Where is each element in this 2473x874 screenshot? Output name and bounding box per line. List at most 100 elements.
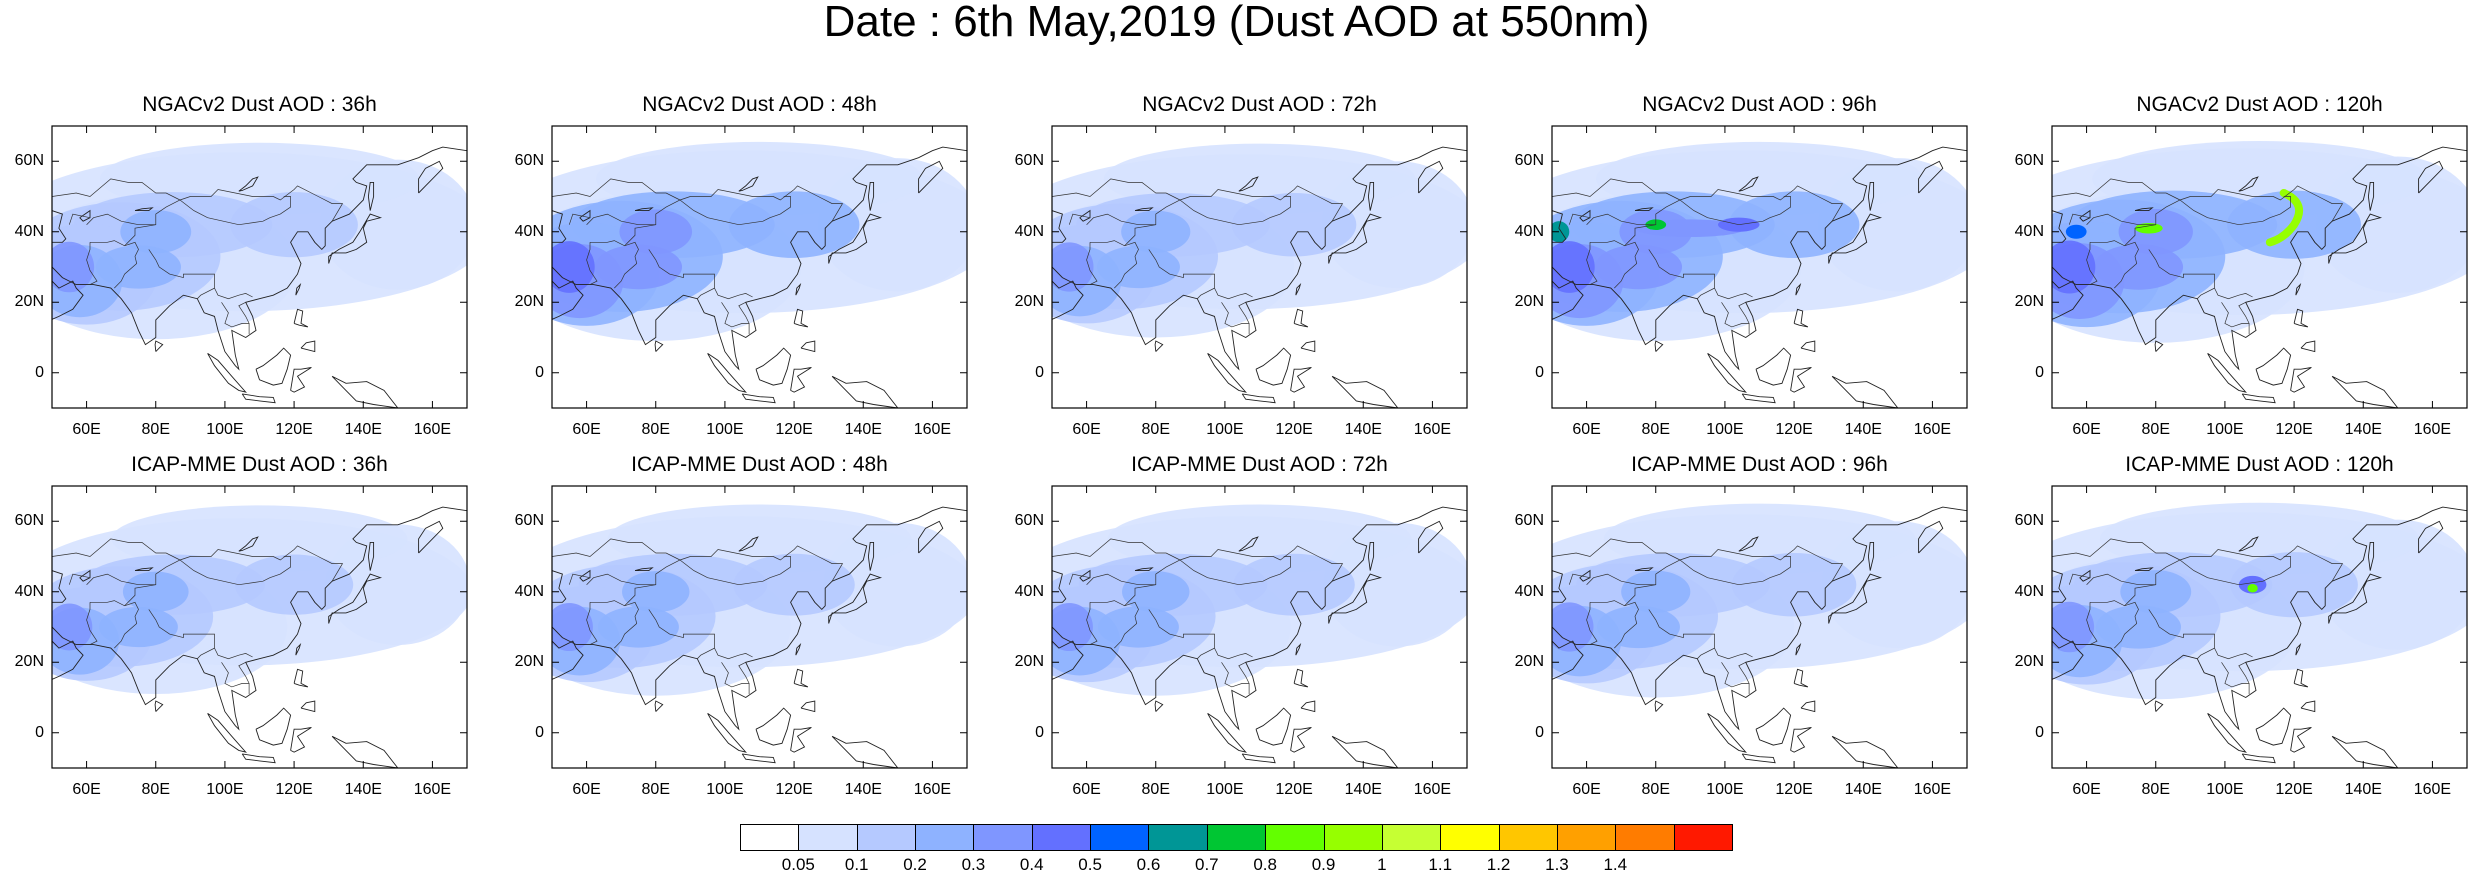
country-border <box>568 573 591 585</box>
country-border <box>1214 287 1253 300</box>
country-border <box>2221 302 2250 334</box>
coastline <box>2328 573 2383 624</box>
country-border <box>586 213 656 226</box>
lon-tick-label: 160E <box>413 781 452 798</box>
dust-field <box>2093 244 2184 290</box>
coastline <box>1738 536 1759 552</box>
coastline <box>207 713 247 753</box>
coastline <box>331 735 399 768</box>
coastline <box>1552 570 1567 603</box>
map-panel <box>51 125 468 409</box>
coastline <box>1755 707 1792 746</box>
country-border <box>1552 538 1681 571</box>
coastline <box>52 210 67 243</box>
country-border <box>68 213 91 225</box>
coastline <box>2418 160 2444 194</box>
coastline <box>1300 340 1316 353</box>
colorbar-label: 1.2 <box>1486 855 1511 874</box>
colorbar-swatch <box>798 824 858 851</box>
coastline <box>1052 627 1084 680</box>
country-border <box>1090 600 1139 649</box>
coastline <box>241 753 276 764</box>
lat-tick-label: 60N <box>1014 152 1044 170</box>
coastline <box>2293 308 2309 328</box>
dust-field <box>1728 191 1860 259</box>
lon-tick-label: 120E <box>2275 781 2313 798</box>
coastline <box>1918 160 1944 194</box>
lon-tick-label: 120E <box>1775 781 1813 798</box>
coastline <box>741 393 776 404</box>
colorbar-swatch <box>856 824 917 851</box>
map-svg <box>1551 485 1968 769</box>
map-frame <box>2051 485 2468 769</box>
dust-field <box>594 244 683 290</box>
map-svg <box>1551 125 1968 409</box>
coastline <box>552 506 967 731</box>
country-border <box>2124 185 2344 247</box>
map-panel <box>551 485 968 769</box>
coastline <box>1795 283 1802 296</box>
coastline <box>1300 700 1316 713</box>
dust-field <box>99 606 178 648</box>
coastline <box>1755 347 1792 386</box>
lon-tick-label: 160E <box>1413 781 1452 798</box>
lon-tick-label: 60E <box>2072 781 2101 798</box>
coastline <box>2241 753 2276 764</box>
lon-tick-label: 160E <box>1913 421 1952 438</box>
coastline <box>1707 713 1747 753</box>
coastline <box>1790 727 1812 753</box>
coastline <box>552 146 967 371</box>
coastline <box>418 160 444 194</box>
lat-tick-label: 40N <box>1514 582 1544 600</box>
country-border <box>214 287 253 300</box>
coastline <box>795 283 802 296</box>
coastline <box>790 727 812 753</box>
colorbar-swatch <box>915 824 975 851</box>
lat-tick-label: 60N <box>14 152 44 170</box>
coastline <box>1328 573 1383 624</box>
map-panel <box>51 485 468 769</box>
dust-field <box>2120 570 2192 614</box>
country-border <box>1568 573 1591 585</box>
map-frame <box>551 485 968 769</box>
coastline <box>755 707 792 746</box>
dust-field <box>1233 553 1355 616</box>
dust-field <box>733 553 855 616</box>
colorbar-swatch <box>1090 824 1150 851</box>
lon-tick-label: 140E <box>844 421 882 438</box>
coastline <box>238 176 259 192</box>
dust-hotspot <box>2065 224 2087 239</box>
coastline <box>2154 340 2164 352</box>
lat-tick-label: 20N <box>14 293 44 311</box>
coastline <box>2255 707 2292 746</box>
lon-tick-label: 140E <box>1344 781 1382 798</box>
country-border <box>1568 213 1591 225</box>
map-frame <box>51 125 468 409</box>
colorbar-swatch <box>1498 824 1558 851</box>
lon-tick-label: 160E <box>913 781 952 798</box>
colorbar-label: 0.05 <box>781 855 815 874</box>
country-border <box>1552 178 1681 211</box>
coastline <box>1800 700 1816 713</box>
coastline <box>800 700 816 713</box>
lon-tick-label: 160E <box>2413 781 2452 798</box>
lat-tick-label: 40N <box>514 222 544 240</box>
country-border <box>1068 573 1091 585</box>
coastline <box>52 570 67 603</box>
coastline <box>1154 340 1164 352</box>
country-border <box>86 573 156 586</box>
coastline <box>1831 375 1899 408</box>
coastline <box>2052 570 2067 603</box>
lat-tick-label: 0 <box>1035 363 1044 381</box>
panel-title: ICAP-MME Dust AOD : 96h <box>1631 453 1888 476</box>
colorbar-label: 0.3 <box>961 855 986 874</box>
dust-field <box>2095 605 2181 649</box>
dust-field <box>52 603 93 651</box>
dust-field <box>552 602 593 652</box>
coastline <box>654 340 664 352</box>
coastline <box>1331 735 1399 768</box>
country-border <box>148 609 215 659</box>
coastline <box>241 393 276 404</box>
country-border <box>2052 538 2181 571</box>
map-panel <box>1051 485 1468 769</box>
